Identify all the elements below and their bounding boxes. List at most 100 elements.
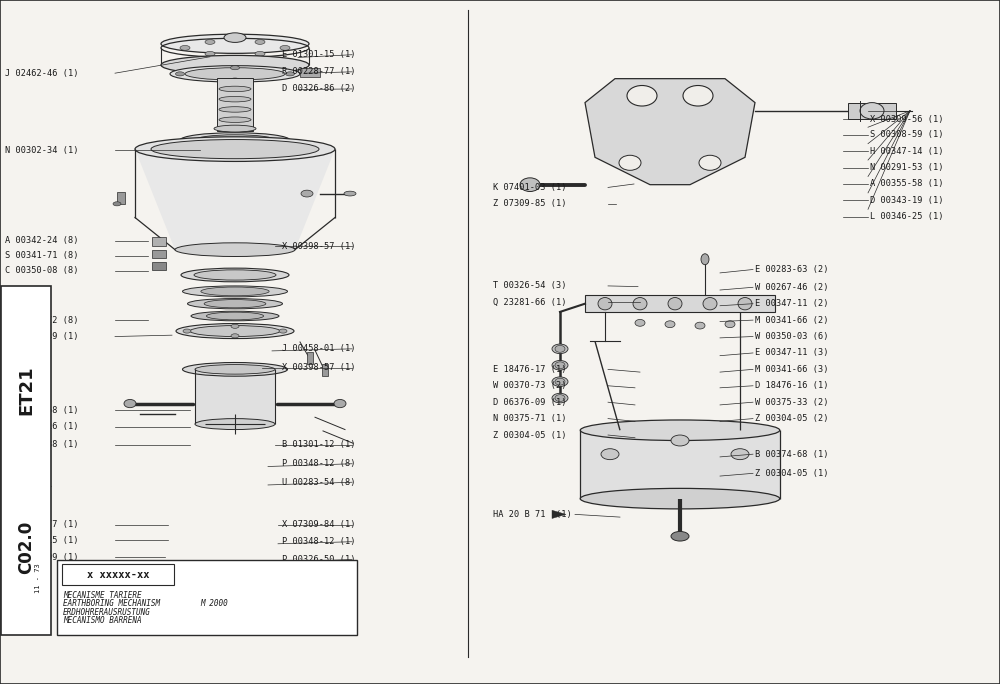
- Ellipse shape: [860, 103, 884, 119]
- Bar: [300, 68, 320, 77]
- Ellipse shape: [703, 298, 717, 310]
- Ellipse shape: [175, 243, 295, 256]
- Ellipse shape: [230, 66, 240, 70]
- Ellipse shape: [552, 360, 568, 370]
- Text: W 00267-46 (2): W 00267-46 (2): [755, 282, 828, 292]
- Text: S 00341-71 (8): S 00341-71 (8): [5, 251, 78, 261]
- Ellipse shape: [161, 55, 309, 75]
- Ellipse shape: [176, 324, 294, 339]
- Ellipse shape: [219, 117, 251, 122]
- Polygon shape: [585, 79, 755, 185]
- Bar: [217, 78, 253, 131]
- Ellipse shape: [619, 155, 641, 170]
- Text: C 07403-49 (1): C 07403-49 (1): [5, 332, 78, 341]
- Text: Z 00304-05 (2): Z 00304-05 (2): [755, 414, 828, 423]
- Ellipse shape: [195, 419, 275, 430]
- Ellipse shape: [601, 449, 619, 460]
- Text: M 00341-66 (2): M 00341-66 (2): [755, 315, 828, 325]
- Text: J 00458-01 (1): J 00458-01 (1): [282, 344, 355, 354]
- Ellipse shape: [170, 66, 300, 82]
- Text: T 13462-99 (1): T 13462-99 (1): [5, 553, 78, 562]
- Ellipse shape: [598, 298, 612, 310]
- Ellipse shape: [113, 202, 121, 206]
- Text: Q 30460-88 (1): Q 30460-88 (1): [5, 440, 78, 449]
- Bar: [152, 262, 166, 270]
- Text: MECANISMO BARRENA: MECANISMO BARRENA: [63, 616, 142, 625]
- Ellipse shape: [552, 344, 568, 354]
- Ellipse shape: [182, 363, 288, 376]
- Text: D 00343-19 (1): D 00343-19 (1): [870, 196, 944, 205]
- Bar: [117, 192, 125, 204]
- Text: x xxxxx-xx: x xxxxx-xx: [87, 570, 149, 579]
- Text: E 18476-17 (1): E 18476-17 (1): [493, 365, 566, 374]
- Ellipse shape: [205, 40, 215, 44]
- Text: MECANISME TARIERE: MECANISME TARIERE: [63, 591, 142, 601]
- Ellipse shape: [555, 345, 565, 352]
- Text: J 02462-46 (1): J 02462-46 (1): [5, 68, 78, 78]
- Text: M 00341-66 (3): M 00341-66 (3): [755, 365, 828, 374]
- Ellipse shape: [665, 321, 675, 328]
- Ellipse shape: [552, 393, 568, 403]
- Text: D 06376-09 (1): D 06376-09 (1): [493, 397, 566, 407]
- Ellipse shape: [738, 298, 752, 310]
- Ellipse shape: [255, 40, 265, 44]
- Ellipse shape: [683, 86, 713, 106]
- Ellipse shape: [135, 137, 335, 161]
- Ellipse shape: [176, 72, 184, 76]
- Text: HA 20 B 71  (1): HA 20 B 71 (1): [493, 510, 572, 519]
- Text: U 00283-54 (8): U 00283-54 (8): [282, 477, 355, 487]
- Text: X 00398-57 (1): X 00398-57 (1): [282, 363, 355, 373]
- Ellipse shape: [182, 286, 288, 297]
- Ellipse shape: [190, 326, 280, 337]
- Ellipse shape: [286, 72, 294, 76]
- Ellipse shape: [194, 270, 276, 280]
- Ellipse shape: [206, 312, 264, 320]
- Text: N 00375-71 (1): N 00375-71 (1): [493, 414, 566, 423]
- Bar: [307, 352, 313, 364]
- Ellipse shape: [671, 435, 689, 446]
- Text: E 00347-11 (2): E 00347-11 (2): [755, 299, 828, 308]
- Ellipse shape: [635, 319, 645, 326]
- Ellipse shape: [201, 287, 269, 295]
- Bar: [585, 295, 775, 312]
- Ellipse shape: [124, 399, 136, 408]
- Ellipse shape: [180, 133, 290, 148]
- Text: E 00347-11 (3): E 00347-11 (3): [755, 348, 828, 358]
- Text: R 00228-77 (1): R 00228-77 (1): [282, 67, 355, 77]
- Bar: [195, 369, 275, 424]
- Text: B 01301-12 (1): B 01301-12 (1): [282, 440, 355, 449]
- Text: EARTHBORING MECHANISM: EARTHBORING MECHANISM: [63, 599, 160, 609]
- Text: H 00347-14 (1): H 00347-14 (1): [870, 146, 944, 156]
- Ellipse shape: [555, 378, 565, 385]
- Ellipse shape: [204, 300, 266, 308]
- Ellipse shape: [161, 34, 309, 53]
- Text: Z 00304-05 (1): Z 00304-05 (1): [493, 430, 566, 440]
- Ellipse shape: [195, 365, 275, 374]
- Text: ERDHOHRERAUSRUSTUNG: ERDHOHRERAUSRUSTUNG: [63, 607, 151, 617]
- Text: N 00453-68 (1): N 00453-68 (1): [5, 406, 78, 415]
- Text: X 00398-57 (1): X 00398-57 (1): [282, 241, 355, 251]
- Ellipse shape: [552, 377, 568, 386]
- Text: C02.0: C02.0: [17, 521, 35, 574]
- Ellipse shape: [191, 311, 279, 321]
- Bar: [57, 560, 357, 635]
- Text: N 01345-16 (1): N 01345-16 (1): [5, 422, 78, 432]
- Ellipse shape: [231, 324, 239, 328]
- Ellipse shape: [668, 298, 682, 310]
- Text: M 2000: M 2000: [200, 599, 228, 609]
- Bar: [152, 237, 166, 246]
- Ellipse shape: [699, 155, 721, 170]
- Text: S 00308-59 (1): S 00308-59 (1): [870, 130, 944, 140]
- Ellipse shape: [344, 191, 356, 196]
- Ellipse shape: [219, 107, 251, 112]
- Ellipse shape: [671, 531, 689, 541]
- Ellipse shape: [731, 449, 749, 460]
- Ellipse shape: [627, 86, 657, 106]
- Text: A 00342-24 (8): A 00342-24 (8): [5, 236, 78, 246]
- Ellipse shape: [219, 96, 251, 102]
- Text: X 00309-56 (1): X 00309-56 (1): [870, 114, 944, 124]
- Text: N 00291-53 (1): N 00291-53 (1): [870, 163, 944, 172]
- Text: E 00283-63 (2): E 00283-63 (2): [755, 265, 828, 274]
- Ellipse shape: [280, 45, 290, 51]
- Ellipse shape: [555, 395, 565, 402]
